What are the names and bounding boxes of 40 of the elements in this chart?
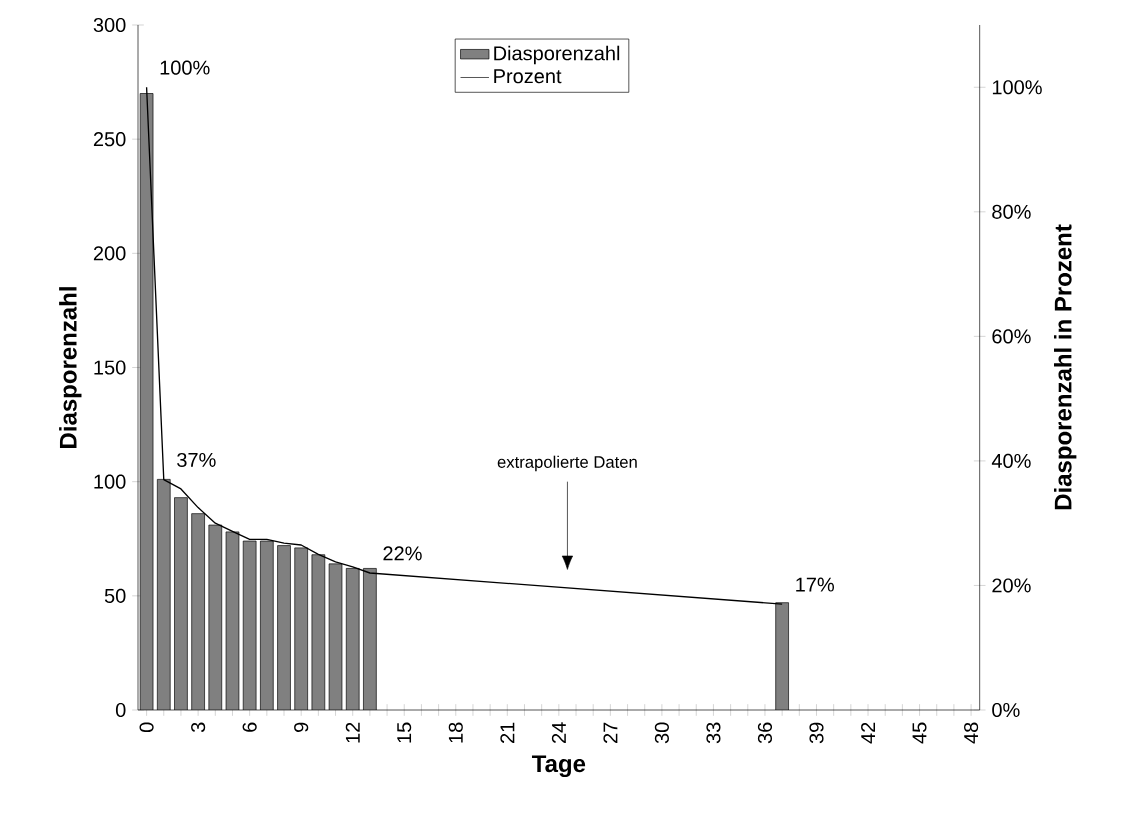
x-tick-label: 0 [139, 722, 154, 733]
x-tick-label: 48 [964, 722, 979, 744]
y-tick-label: 150 [94, 360, 126, 375]
y-tick-label: 0 [115, 702, 126, 718]
y2-tick-label: 80% [992, 204, 1031, 219]
data-label: 17% [796, 577, 834, 592]
y2-tick-label: 0% [992, 702, 1020, 718]
y2-tick-label: 40% [991, 453, 1031, 468]
x-tick-label: 24 [551, 722, 566, 743]
y2-tick-label: 60% [992, 329, 1031, 344]
x-tick-label: 36 [757, 722, 773, 744]
x-tick-label: 45 [912, 722, 927, 744]
y-tick-label: 50 [104, 588, 126, 603]
legend-label: Prozent [494, 69, 562, 84]
x-tick-label: 30 [654, 722, 669, 744]
x-tick-label: 33 [706, 722, 721, 744]
x-tick-label: 27 [603, 722, 618, 743]
x-tick-label: 9 [294, 722, 309, 732]
y-tick-label: 200 [93, 246, 126, 261]
x-tick-label: 3 [191, 722, 206, 733]
x-axis-title: Tage [531, 755, 586, 778]
y-tick-label: 250 [93, 132, 126, 147]
data-label: 37% [177, 452, 216, 468]
x-tick-label: 12 [345, 722, 360, 743]
x-tick-label: 18 [448, 722, 463, 743]
y-tick-label: 100 [94, 474, 126, 489]
y2-tick-label: 100% [992, 80, 1042, 95]
y-tick-label: 300 [93, 17, 126, 33]
legend-label: Diasporenzahl [494, 45, 620, 65]
y-axis-title: Diasporenzahl [59, 287, 82, 448]
data-label: 22% [383, 546, 422, 561]
x-tick-label: 39 [809, 722, 824, 744]
x-tick-label: 6 [242, 722, 257, 732]
y2-axis-title: Diasporenzahl in Prozent [1054, 224, 1077, 510]
annotation: extrapolierte Daten [497, 455, 637, 472]
x-tick-label: 15 [397, 722, 412, 743]
x-tick-label: 21 [500, 722, 515, 743]
y2-tick-label: 20% [992, 578, 1031, 593]
data-label: 100% [160, 60, 210, 75]
x-tick-label: 42 [861, 722, 876, 744]
